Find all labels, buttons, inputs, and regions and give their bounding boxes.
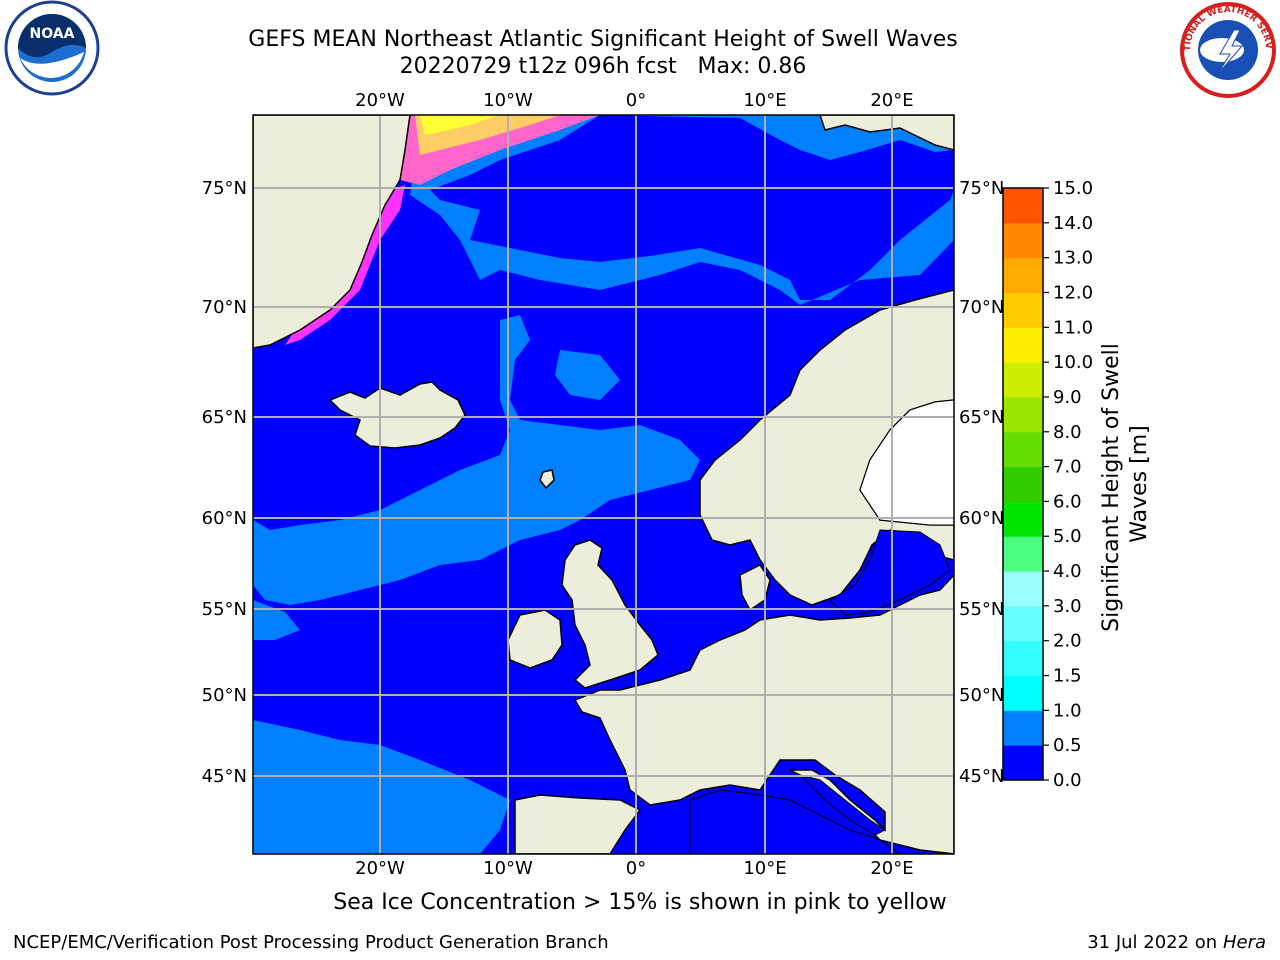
iberia bbox=[514, 794, 642, 854]
colorbar-tick-label: 4.0 bbox=[1053, 561, 1082, 582]
lat-label: 70°N bbox=[202, 297, 247, 318]
lat-label: 55°N bbox=[202, 599, 247, 620]
colorbar-tick-label: 5.0 bbox=[1053, 526, 1082, 547]
colorbar-tick-label: 8.0 bbox=[1053, 422, 1082, 443]
great-britain bbox=[561, 539, 659, 689]
lat-label: 60°N bbox=[959, 508, 1004, 529]
colorbar-segment bbox=[1003, 640, 1043, 677]
lon-label: 20°E bbox=[870, 90, 913, 111]
colorbar-label-line2: Waves [m] bbox=[1127, 425, 1152, 542]
lon-label: 20°E bbox=[870, 858, 913, 879]
colorbar-segment bbox=[1003, 188, 1043, 224]
colorbar-segment bbox=[1003, 257, 1043, 293]
map-grid bbox=[253, 115, 954, 854]
lon-label: 0° bbox=[626, 858, 646, 879]
footer-date-text: 31 Jul 2022 on bbox=[1087, 932, 1223, 953]
colorbar-segment bbox=[1003, 501, 1043, 537]
colorbar-tick-label: 1.0 bbox=[1053, 700, 1082, 721]
footer-date: 31 Jul 2022 on Hera bbox=[1087, 932, 1266, 953]
colorbar-segment bbox=[1003, 222, 1043, 259]
map-frame bbox=[252, 114, 955, 855]
lat-labels-right: 75°N 70°N 65°N 60°N 55°N 50°N 45°N bbox=[959, 178, 1004, 787]
colorbar-tick-label: 0.0 bbox=[1053, 770, 1082, 791]
colorbar-segment bbox=[1003, 605, 1043, 642]
colorbar-tick-label: 1.5 bbox=[1053, 666, 1082, 687]
sea-ice-note: Sea Ice Concentration > 15% is shown in … bbox=[333, 890, 947, 915]
colorbar-segment bbox=[1003, 431, 1043, 468]
colorbar-segment bbox=[1003, 745, 1043, 781]
lat-label: 45°N bbox=[959, 766, 1004, 787]
colorbar-tick-label: 0.5 bbox=[1053, 735, 1082, 756]
mediterranean-sea bbox=[689, 789, 901, 854]
colorbar-tick-label: 3.0 bbox=[1053, 596, 1082, 617]
baltic-sea bbox=[829, 529, 951, 616]
colorbar-tick-label: 15.0 bbox=[1053, 178, 1093, 199]
lat-labels-left: 75°N 70°N 65°N 60°N 55°N 50°N 45°N bbox=[202, 178, 247, 787]
lat-label: 55°N bbox=[959, 599, 1004, 620]
lon-label: 20°W bbox=[355, 90, 405, 111]
colorbar bbox=[1003, 188, 1043, 781]
colorbar-segment bbox=[1003, 327, 1043, 363]
lon-label: 0° bbox=[626, 90, 646, 111]
noaa-logo-text: NOAA bbox=[30, 26, 75, 42]
nws-logo: NATIONAL WEATHER SERVICE bbox=[1176, 0, 1276, 98]
lon-label: 20°W bbox=[355, 858, 405, 879]
colorbar-tick-label: 9.0 bbox=[1053, 387, 1082, 408]
lat-label: 65°N bbox=[959, 407, 1004, 428]
colorbar-segment bbox=[1003, 675, 1043, 711]
lat-label: 75°N bbox=[202, 178, 247, 199]
lon-labels-top: 20°W 10°W 0° 10°E 20°E bbox=[355, 90, 913, 111]
map-title: GEFS MEAN Northeast Atlantic Significant… bbox=[248, 27, 958, 52]
lon-label: 10°W bbox=[483, 90, 533, 111]
gulf-of-bothnia bbox=[859, 399, 954, 526]
colorbar-segment bbox=[1003, 571, 1043, 607]
footer-machine: Hera bbox=[1222, 932, 1266, 953]
lat-label: 45°N bbox=[202, 766, 247, 787]
colorbar-ticks: 0.0 0.5 1.0 1.5 2.0 3.0 4.0 5.0 6.0 7.0 8.0 9.0 10.0… bbox=[1043, 178, 1093, 791]
colorbar-tick-label: 12.0 bbox=[1053, 282, 1093, 303]
lat-label: 50°N bbox=[202, 685, 247, 706]
colorbar-tick-label: 14.0 bbox=[1053, 213, 1093, 234]
colorbar-segment bbox=[1003, 396, 1043, 433]
colorbar-frame bbox=[1002, 187, 1044, 781]
colorbar-tick-label: 10.0 bbox=[1053, 352, 1093, 373]
colorbar-tick-label: 2.0 bbox=[1053, 631, 1082, 652]
map-subtitle: 20220729 t12z 096h fcst Max: 0.86 bbox=[399, 54, 807, 79]
lat-label: 60°N bbox=[202, 508, 247, 529]
colorbar-segment bbox=[1003, 710, 1043, 746]
lon-label: 10°W bbox=[483, 858, 533, 879]
colorbar-label: Significant Height of Swell Waves [m] bbox=[1099, 336, 1152, 632]
colorbar-tick-label: 7.0 bbox=[1053, 457, 1082, 478]
colorbar-label-line1: Significant Height of Swell bbox=[1099, 343, 1124, 632]
colorbar-tick-label: 11.0 bbox=[1053, 317, 1093, 338]
lat-label: 70°N bbox=[959, 297, 1004, 318]
adriatic-sea bbox=[798, 774, 886, 836]
colorbar-segment bbox=[1003, 536, 1043, 572]
lon-labels-bottom: 20°W 10°W 0° 10°E 20°E bbox=[355, 858, 913, 879]
lat-label: 65°N bbox=[202, 407, 247, 428]
colorbar-segment bbox=[1003, 292, 1043, 328]
colorbar-tick-label: 6.0 bbox=[1053, 491, 1082, 512]
lon-label: 10°E bbox=[743, 858, 786, 879]
lat-label: 50°N bbox=[959, 685, 1004, 706]
noaa-logo: NOAA bbox=[4, 0, 100, 96]
colorbar-tick-label: 13.0 bbox=[1053, 248, 1093, 269]
footer-credit: NCEP/EMC/Verification Post Processing Pr… bbox=[13, 932, 609, 953]
svalbard bbox=[819, 115, 954, 151]
lat-label: 75°N bbox=[959, 178, 1004, 199]
lon-label: 10°E bbox=[743, 90, 786, 111]
faroe-islands bbox=[539, 469, 555, 490]
colorbar-segment bbox=[1003, 466, 1043, 502]
colorbar-segment bbox=[1003, 362, 1043, 398]
map-plot-area bbox=[253, 115, 954, 854]
greenland bbox=[253, 115, 411, 349]
